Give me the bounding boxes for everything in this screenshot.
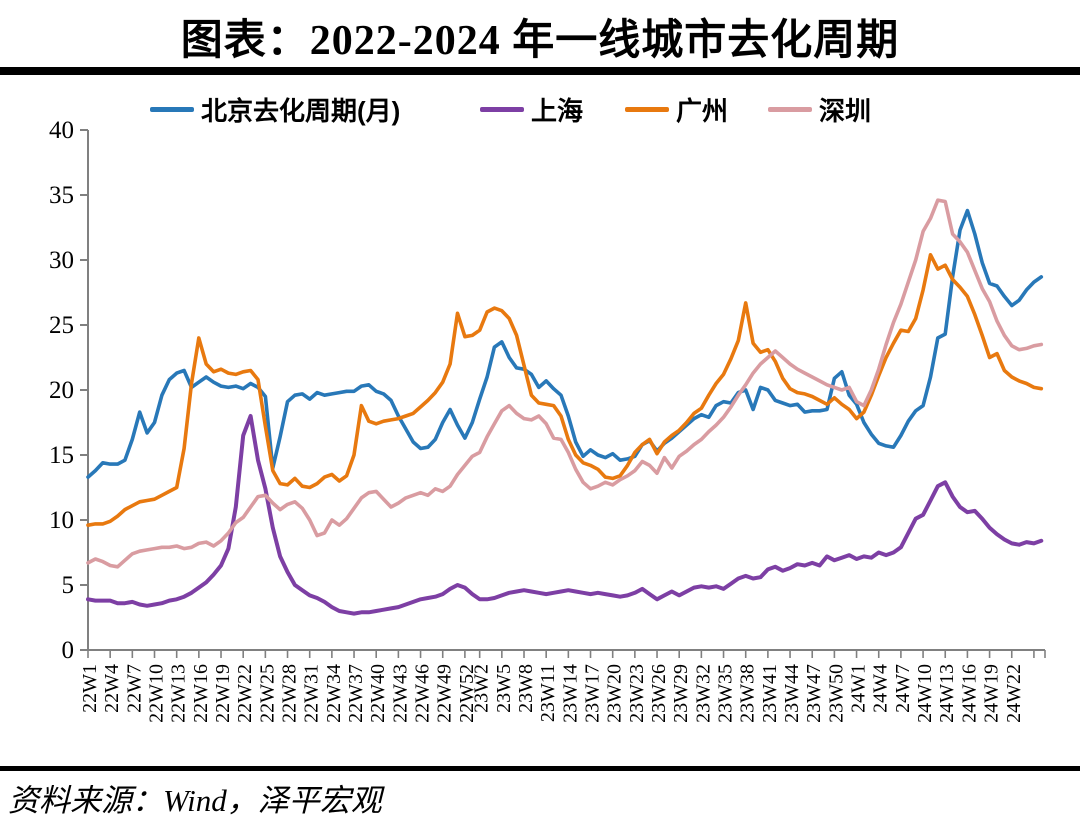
x-tick-label: 23W17 [582,664,604,723]
x-tick-label: 23W2 [471,664,493,713]
legend-label: 北京去化周期(月) [201,95,401,126]
legend-swatch [625,106,669,112]
x-tick-label: 22W52 [456,664,478,723]
chart-title: 图表：2022-2024 年一线城市去化周期 [180,18,900,64]
legend-item-2: 上海 [480,92,583,126]
chart-legend: 北京去化周期(月) 上海 广州 深圳 [0,92,1080,126]
y-tick-label: 20 [49,377,74,404]
y-tick-label: 35 [49,182,74,209]
x-tick-label: 23W35 [715,664,737,723]
y-tick-label: 15 [49,442,74,469]
x-tick-label: 23W50 [825,664,847,723]
x-tick-label: 22W19 [212,664,234,723]
x-tick-label: 23W20 [604,664,626,723]
y-tick-label: 5 [62,572,75,599]
x-tick-label: 23W23 [626,664,648,723]
x-tick-label: 22W49 [434,664,456,723]
legend-swatch [480,106,524,112]
x-tick-label: 23W14 [559,664,581,723]
x-tick-label: 23W41 [759,664,781,723]
x-tick-label: 23W32 [692,664,714,723]
x-tick-label: 22W4 [101,664,123,713]
footer-divider [0,766,1080,771]
x-tick-label: 24W4 [870,664,892,713]
x-tick-label: 22W43 [389,664,411,723]
y-tick-label: 0 [62,637,75,664]
x-tick-label: 22W13 [168,664,190,723]
x-tick-label: 23W5 [493,664,515,713]
legend-swatch [150,106,194,112]
title-divider [0,67,1080,75]
legend-item-4: 深圳 [768,92,871,126]
x-tick-label: 23W38 [737,664,759,723]
x-tick-label: 23W29 [670,664,692,723]
x-tick-label: 22W46 [412,664,434,723]
series-line-4 [86,198,1044,569]
x-tick-label: 22W7 [123,664,145,713]
x-tick-label: 23W26 [648,664,670,723]
source-note: 资料来源：Wind，泽平宏观 [8,783,382,818]
y-tick-label: 25 [49,312,74,339]
x-tick-label: 23W47 [803,664,825,723]
x-tick-label: 22W16 [190,664,212,723]
x-tick-label: 24W7 [892,664,914,713]
x-tick-label: 22W28 [279,664,301,723]
legend-swatch [768,106,812,112]
x-tick-label: 24W22 [1003,664,1025,723]
x-tick-label: 23W8 [515,664,537,713]
x-tick-label: 24W19 [981,664,1003,723]
legend-label: 上海 [531,95,584,126]
x-tick-label: 22W22 [234,664,256,723]
series-line-2 [86,414,1044,616]
y-tick-label: 40 [49,117,74,144]
x-tick-label: 22W10 [146,664,168,723]
x-tick-label: 22W40 [367,664,389,723]
y-tick-label: 10 [49,507,74,534]
x-tick-label: 24W13 [936,664,958,723]
legend-item-3: 广州 [625,92,728,126]
series-line-1 [86,208,1044,479]
legend-label: 深圳 [819,95,872,126]
x-tick-label: 22W25 [256,664,278,723]
x-tick-label: 24W10 [914,664,936,723]
x-tick-label: 22W31 [301,664,323,723]
legend-item-1: 北京去化周期(月) [150,92,400,126]
x-tick-label: 22W1 [79,664,101,713]
x-tick-label: 24W1 [848,664,870,713]
x-tick-label: 23W11 [537,664,559,722]
series-line-3 [86,253,1044,528]
x-tick-label: 24W16 [958,664,980,723]
x-tick-label: 22W34 [323,664,345,723]
legend-label: 广州 [676,95,729,126]
x-tick-label: 22W37 [345,664,367,723]
y-tick-label: 30 [49,247,74,274]
x-tick-label: 23W44 [781,664,803,723]
